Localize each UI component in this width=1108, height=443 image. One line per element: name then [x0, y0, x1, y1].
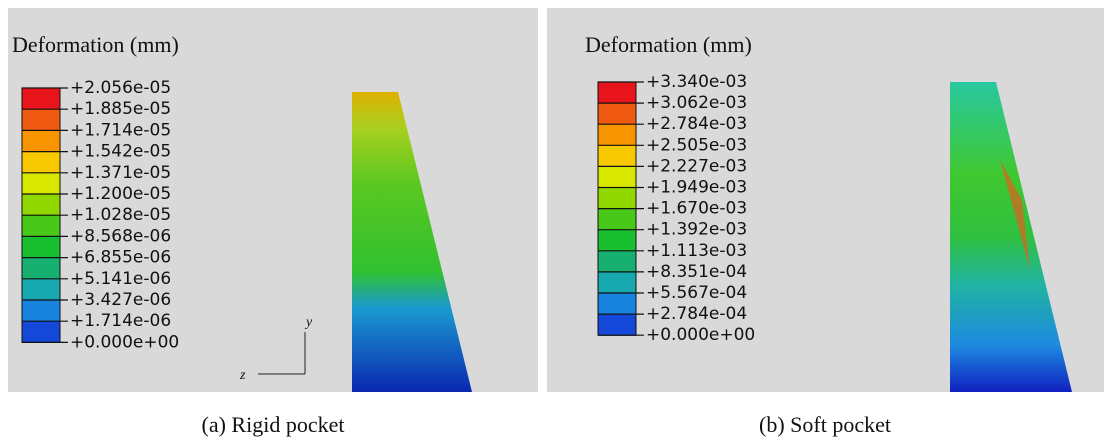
legend-band — [22, 236, 60, 258]
legend-band — [598, 314, 636, 336]
legend-title: Deformation (mm) — [12, 32, 179, 57]
legend-band — [598, 124, 636, 146]
legend-band — [22, 300, 60, 322]
legend-label: +2.505e-03 — [646, 135, 747, 155]
legend-label: +5.567e-04 — [646, 283, 747, 303]
legend-label: +1.113e-03 — [646, 241, 747, 261]
legend-band — [598, 272, 636, 294]
legend-label: +1.714e-06 — [70, 311, 171, 331]
legend-band — [22, 215, 60, 237]
caption: (b) Soft pocket — [759, 412, 891, 437]
legend-label: +2.784e-03 — [646, 114, 747, 134]
legend-label: +1.670e-03 — [646, 199, 747, 219]
legend-label: +1.392e-03 — [646, 220, 747, 240]
legend-band — [598, 293, 636, 315]
legend-band — [22, 109, 60, 131]
legend-label: +6.855e-06 — [70, 248, 171, 268]
legend-label: +2.227e-03 — [646, 156, 747, 176]
legend-band — [22, 258, 60, 280]
legend-label: +1.200e-05 — [70, 184, 171, 204]
legend-label: +8.568e-06 — [70, 226, 171, 246]
legend-band — [598, 230, 636, 252]
legend-band — [22, 173, 60, 195]
legend-title: Deformation (mm) — [585, 32, 752, 57]
caption: (a) Rigid pocket — [202, 412, 345, 437]
axis-label: y — [304, 315, 313, 330]
legend-band — [598, 166, 636, 188]
legend-band — [22, 279, 60, 301]
legend-label: +1.885e-05 — [70, 99, 171, 119]
legend-band — [22, 321, 60, 343]
legend-label: +0.000e+00 — [70, 332, 179, 352]
legend-band — [598, 209, 636, 231]
figure: y z Deformation (mm) Deformation (mm) (a… — [0, 0, 1108, 443]
legend-label: +5.141e-06 — [70, 269, 171, 289]
legend-label: +3.062e-03 — [646, 93, 747, 113]
legend-band — [22, 152, 60, 174]
legend-label: +8.351e-04 — [646, 262, 747, 282]
legend-label: +3.340e-03 — [646, 72, 747, 92]
axis-label: z — [239, 368, 246, 383]
legend-band — [22, 88, 60, 110]
legend-band — [598, 251, 636, 273]
legend-label: +1.542e-05 — [70, 142, 171, 162]
legend-band — [598, 82, 636, 104]
legend-label: +1.371e-05 — [70, 163, 171, 183]
legend-label: +1.028e-05 — [70, 205, 171, 225]
legend-band — [22, 194, 60, 216]
legend-label: +2.784e-04 — [646, 304, 747, 324]
legend-label: +0.000e+00 — [646, 325, 755, 345]
legend-band — [598, 103, 636, 125]
legend-label: +1.949e-03 — [646, 178, 747, 198]
legend-label: +2.056e-05 — [70, 78, 171, 98]
legend-band — [22, 130, 60, 152]
legend-label: +3.427e-06 — [70, 290, 171, 310]
legend-band — [598, 188, 636, 210]
legend-band — [598, 145, 636, 167]
legend-label: +1.714e-05 — [70, 120, 171, 140]
